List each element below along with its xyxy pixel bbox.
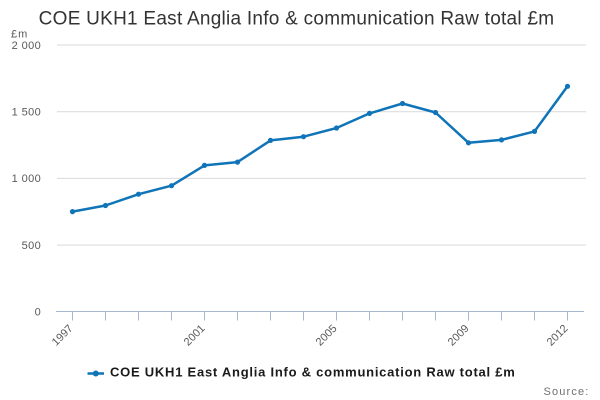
svg-text:1997: 1997	[50, 323, 76, 349]
svg-text:500: 500	[22, 240, 42, 252]
svg-text:2001: 2001	[182, 323, 208, 349]
svg-text:2012: 2012	[545, 323, 571, 349]
svg-text:COE UKH1 East Anglia Info & co: COE UKH1 East Anglia Info & communicatio…	[39, 9, 555, 30]
svg-text:COE UKH1 East Anglia Info & co: COE UKH1 East Anglia Info & communicatio…	[110, 365, 516, 380]
svg-text:£m: £m	[11, 29, 28, 41]
svg-text:2005: 2005	[314, 323, 340, 349]
svg-text:0: 0	[35, 306, 42, 318]
svg-text:1 000: 1 000	[12, 173, 42, 185]
svg-text:Source:: Source:	[544, 386, 590, 398]
svg-text:1 500: 1 500	[12, 107, 42, 119]
svg-text:2 000: 2 000	[12, 40, 42, 52]
svg-text:2009: 2009	[446, 323, 472, 349]
